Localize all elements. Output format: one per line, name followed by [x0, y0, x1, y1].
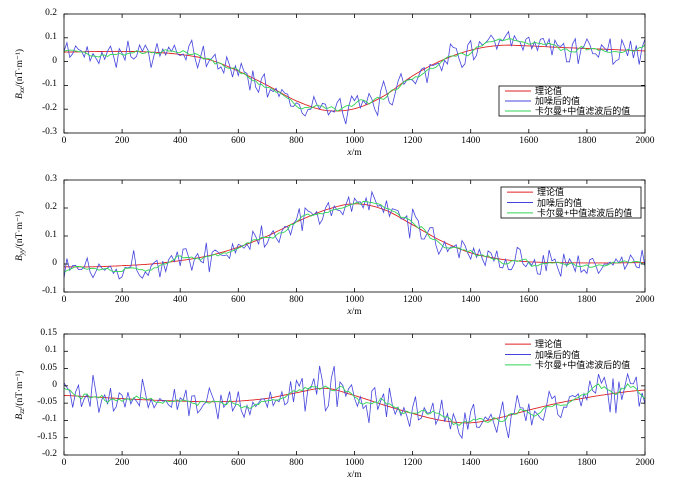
filtered-line — [64, 382, 645, 427]
noisy-line — [64, 190, 645, 280]
filtered-line — [64, 38, 645, 112]
noisy-line — [64, 365, 645, 440]
noisy-line — [64, 30, 645, 125]
series-group — [64, 190, 645, 280]
axes-box — [63, 333, 646, 456]
theory-line — [64, 387, 645, 424]
series-group — [64, 30, 645, 125]
series-group — [64, 365, 645, 440]
filtered-line — [64, 200, 645, 273]
